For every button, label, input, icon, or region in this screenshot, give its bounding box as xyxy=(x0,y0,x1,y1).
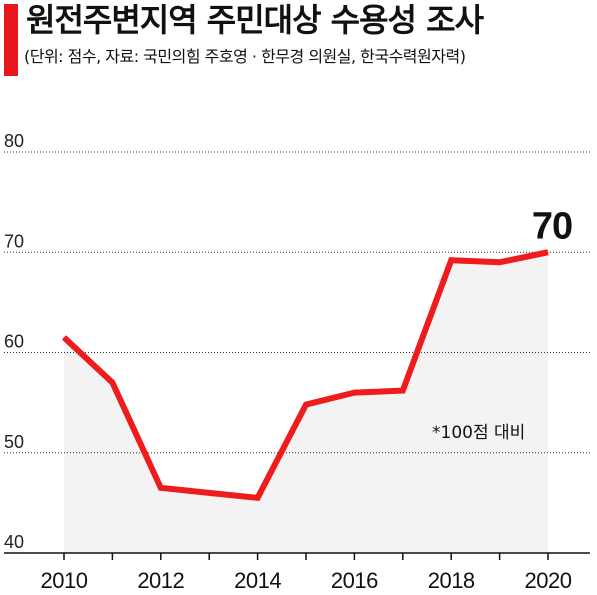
x-tick-label: 2020 xyxy=(525,568,572,593)
x-tick-label: 2010 xyxy=(41,568,88,593)
data-point xyxy=(208,492,210,494)
data-point xyxy=(111,382,113,384)
data-point xyxy=(305,404,307,406)
data-point xyxy=(402,390,404,392)
end-value-label: 70 xyxy=(532,205,572,247)
y-tick-label: 60 xyxy=(4,332,24,352)
data-point xyxy=(63,336,65,338)
x-tick-label: 2012 xyxy=(137,568,184,593)
y-tick-label: 80 xyxy=(4,131,24,151)
data-point xyxy=(160,487,162,489)
x-tick-label: 2018 xyxy=(428,568,475,593)
y-tick-label: 40 xyxy=(4,532,24,552)
title-accent-bar xyxy=(4,4,18,76)
x-tick-label: 2016 xyxy=(331,568,378,593)
chart-subtitle: (단위: 점수, 자료: 국민의힘 주호영 · 한무경 의원실, 한국수력원자력… xyxy=(24,47,466,66)
x-tick-label: 2014 xyxy=(234,568,281,593)
chart-title: 원전주변지역 주민대상 수용성 조사 xyxy=(26,1,484,39)
data-point xyxy=(353,392,355,394)
data-point xyxy=(499,261,501,263)
y-tick-label: 50 xyxy=(4,432,24,452)
y-tick-label: 70 xyxy=(4,231,24,251)
chart-note: *100점 대비 xyxy=(432,423,525,443)
data-point xyxy=(450,259,452,261)
data-point xyxy=(547,251,549,253)
data-point xyxy=(257,497,259,499)
